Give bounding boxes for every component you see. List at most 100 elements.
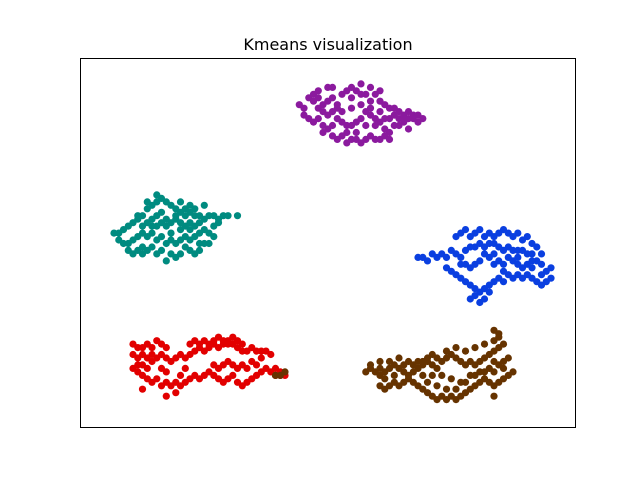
cluster-1-point xyxy=(357,115,365,123)
cluster-5-point xyxy=(433,364,441,372)
cluster-2-point xyxy=(148,222,156,230)
cluster-1-point xyxy=(390,104,398,112)
cluster-1-point xyxy=(328,121,337,130)
cluster-1-point xyxy=(409,115,417,123)
cluster-2-point xyxy=(115,229,123,237)
cluster-5-point xyxy=(381,375,389,383)
cluster-3-point xyxy=(423,257,432,265)
cluster-1-point xyxy=(347,83,356,91)
cluster-2-point xyxy=(195,239,204,248)
cluster-5-point xyxy=(452,344,460,352)
cluster-5-point xyxy=(480,340,489,348)
cluster-1-point xyxy=(300,104,308,112)
cluster-4-point xyxy=(162,344,170,352)
cluster-3-point xyxy=(537,250,546,258)
cluster-5-point xyxy=(447,375,455,383)
cluster-2-point xyxy=(176,250,185,258)
cluster-1-point xyxy=(343,128,351,137)
cluster-1-point xyxy=(385,135,394,143)
cluster-2-point xyxy=(214,219,223,227)
cluster-2-point xyxy=(200,201,208,209)
cluster-1-point xyxy=(314,115,322,123)
cluster-1-point xyxy=(357,101,365,109)
cluster-5-point xyxy=(490,392,498,400)
cluster-2-point xyxy=(124,239,132,248)
cluster-2-point xyxy=(162,257,170,265)
cluster-2-point xyxy=(157,246,166,254)
cluster-1-point xyxy=(371,121,379,130)
cluster-1-point xyxy=(366,97,375,105)
cluster-2-point xyxy=(176,198,185,206)
cluster-3-point xyxy=(528,257,536,265)
cluster-3-point xyxy=(528,264,536,272)
cluster-2-point xyxy=(138,243,147,251)
cluster-4-point xyxy=(181,364,189,372)
cluster-2-point xyxy=(181,212,189,220)
cluster-2-point xyxy=(148,229,156,237)
cluster-3-point xyxy=(547,274,555,282)
cluster-3-point xyxy=(480,295,489,303)
cluster-1-point xyxy=(319,128,327,137)
cluster-3-point xyxy=(537,260,546,268)
cluster-5-point xyxy=(428,371,436,379)
cluster-5-point xyxy=(400,361,408,369)
cluster-3-point xyxy=(457,260,465,268)
cluster-3-point xyxy=(528,250,536,258)
cluster-4-point xyxy=(252,361,261,369)
cluster-3-point xyxy=(461,226,470,234)
cluster-1-point xyxy=(376,108,384,116)
cluster-2-point xyxy=(195,246,204,254)
cluster-3-point xyxy=(466,295,474,303)
cluster-1-point xyxy=(376,87,384,95)
cluster-5-point xyxy=(490,357,498,366)
cluster-3-point xyxy=(514,229,522,237)
cluster-1-point xyxy=(366,83,375,91)
cluster-2-point xyxy=(181,243,189,251)
cluster-4-point xyxy=(257,354,265,362)
cluster-3-point xyxy=(457,253,465,261)
cluster-5-point xyxy=(390,371,398,379)
cluster-4-point xyxy=(176,371,185,379)
cluster-2-point xyxy=(134,212,142,220)
cluster-2-point xyxy=(157,208,166,216)
cluster-4-point xyxy=(148,344,156,352)
cluster-5-point xyxy=(509,368,517,376)
cluster-5-point xyxy=(461,347,470,355)
cluster-3-point xyxy=(499,267,508,275)
cluster-2-point xyxy=(224,212,232,220)
cluster-1-point xyxy=(324,111,332,119)
cluster-2-point xyxy=(153,191,161,199)
cluster-3-point xyxy=(442,253,451,261)
cluster-2-point xyxy=(186,226,194,234)
cluster-5-point xyxy=(499,340,508,348)
points-layer xyxy=(110,80,555,404)
cluster-1-point xyxy=(381,115,389,123)
cluster-1-point xyxy=(314,94,322,102)
cluster-5-point xyxy=(409,361,417,369)
cluster-4-point xyxy=(243,364,251,372)
cluster-1-point xyxy=(357,90,365,98)
cluster-5-point xyxy=(423,378,432,386)
cluster-3-point xyxy=(499,278,508,286)
cluster-3-point xyxy=(476,257,484,265)
cluster-3-point xyxy=(547,264,555,272)
cluster-5-point xyxy=(485,364,493,372)
cluster-5-point xyxy=(433,382,441,390)
cluster-4-point xyxy=(148,357,156,366)
cluster-1-point xyxy=(314,104,322,112)
cluster-1-point xyxy=(328,94,337,102)
cluster-5-point xyxy=(476,368,484,376)
cluster-5-point xyxy=(452,385,460,393)
cluster-3-point xyxy=(466,243,474,251)
cluster-4-point xyxy=(143,364,151,372)
cluster-3-point xyxy=(476,226,484,234)
cluster-4-point xyxy=(162,392,170,400)
cluster-5-point xyxy=(395,354,403,362)
cluster-5-point xyxy=(504,354,512,362)
cluster-4-point xyxy=(172,389,180,397)
cluster-2-point xyxy=(138,222,147,230)
cluster-3-point xyxy=(533,243,541,251)
plot-area-frame xyxy=(80,58,576,428)
